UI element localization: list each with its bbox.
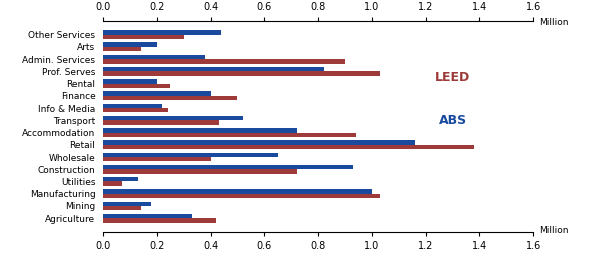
Bar	[103, 157, 211, 162]
Bar	[103, 133, 356, 137]
Bar	[103, 96, 238, 100]
Bar	[103, 206, 141, 210]
Bar	[103, 104, 162, 108]
Bar	[103, 214, 191, 218]
Bar	[103, 116, 243, 120]
Bar	[103, 84, 170, 88]
Bar	[103, 71, 380, 76]
Bar	[103, 67, 324, 71]
Bar	[103, 59, 345, 63]
Text: ABS: ABS	[439, 114, 467, 127]
Bar	[103, 79, 157, 84]
Bar	[103, 108, 167, 112]
Bar	[103, 194, 380, 198]
Bar	[103, 218, 216, 223]
Text: Million: Million	[539, 18, 568, 27]
Text: Million: Million	[539, 226, 568, 235]
Bar	[103, 55, 205, 59]
Text: LEED: LEED	[435, 71, 470, 84]
Bar	[103, 30, 221, 35]
Bar	[103, 152, 278, 157]
Bar	[103, 120, 219, 125]
Bar	[103, 165, 353, 169]
Bar	[103, 145, 474, 149]
Bar	[103, 91, 211, 96]
Bar	[103, 35, 184, 39]
Bar	[103, 181, 122, 186]
Bar	[103, 140, 415, 145]
Bar	[103, 201, 152, 206]
Bar	[103, 169, 297, 174]
Bar	[103, 189, 372, 194]
Bar	[103, 128, 297, 133]
Bar	[103, 47, 141, 51]
Bar	[103, 177, 138, 181]
Bar	[103, 43, 157, 47]
